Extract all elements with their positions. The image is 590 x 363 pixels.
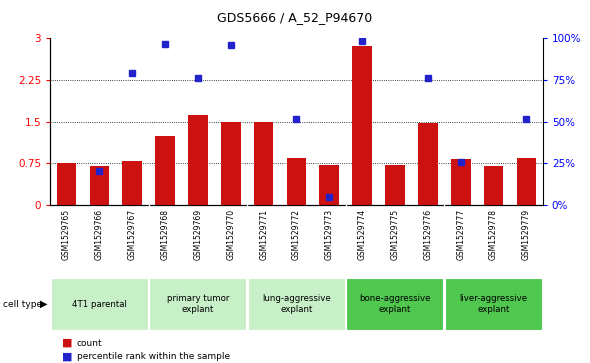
Bar xyxy=(287,158,306,205)
Text: GSM1529773: GSM1529773 xyxy=(325,209,334,260)
Text: 4T1 parental: 4T1 parental xyxy=(72,299,127,309)
Bar xyxy=(451,159,471,205)
Text: GSM1529768: GSM1529768 xyxy=(160,209,169,260)
Text: GSM1529775: GSM1529775 xyxy=(391,209,399,260)
Text: lung-aggressive
explant: lung-aggressive explant xyxy=(262,294,331,314)
Text: ■: ■ xyxy=(62,351,73,362)
Text: GSM1529774: GSM1529774 xyxy=(358,209,366,260)
Bar xyxy=(188,115,208,205)
Text: GSM1529766: GSM1529766 xyxy=(95,209,104,260)
Bar xyxy=(51,278,148,330)
Text: GSM1529778: GSM1529778 xyxy=(489,209,498,260)
Text: GSM1529765: GSM1529765 xyxy=(62,209,71,260)
Bar xyxy=(484,166,503,205)
Bar xyxy=(445,278,542,330)
Text: GSM1529776: GSM1529776 xyxy=(424,209,432,260)
Text: primary tumor
explant: primary tumor explant xyxy=(167,294,229,314)
Text: GSM1529777: GSM1529777 xyxy=(456,209,465,260)
Text: GSM1529779: GSM1529779 xyxy=(522,209,531,260)
Bar xyxy=(418,123,438,205)
Text: ▶: ▶ xyxy=(40,299,47,309)
Bar xyxy=(57,163,77,205)
Bar xyxy=(248,278,345,330)
Bar xyxy=(149,278,247,330)
Text: GSM1529771: GSM1529771 xyxy=(259,209,268,260)
Bar xyxy=(385,165,405,205)
Text: GSM1529770: GSM1529770 xyxy=(227,209,235,260)
Bar xyxy=(221,122,241,205)
Text: count: count xyxy=(77,339,102,347)
Text: GSM1529772: GSM1529772 xyxy=(292,209,301,260)
Text: GSM1529767: GSM1529767 xyxy=(128,209,137,260)
Bar xyxy=(122,160,142,205)
Bar xyxy=(516,158,536,205)
Text: cell type: cell type xyxy=(3,299,42,309)
Text: percentile rank within the sample: percentile rank within the sample xyxy=(77,352,230,361)
Text: bone-aggressive
explant: bone-aggressive explant xyxy=(359,294,431,314)
Bar xyxy=(352,46,372,205)
Bar xyxy=(346,278,444,330)
Text: GSM1529769: GSM1529769 xyxy=(194,209,202,260)
Bar xyxy=(254,122,274,205)
Bar xyxy=(319,165,339,205)
Text: liver-aggressive
explant: liver-aggressive explant xyxy=(460,294,527,314)
Text: ■: ■ xyxy=(62,338,73,348)
Text: GDS5666 / A_52_P94670: GDS5666 / A_52_P94670 xyxy=(217,11,373,24)
Bar xyxy=(155,135,175,205)
Bar xyxy=(90,166,109,205)
